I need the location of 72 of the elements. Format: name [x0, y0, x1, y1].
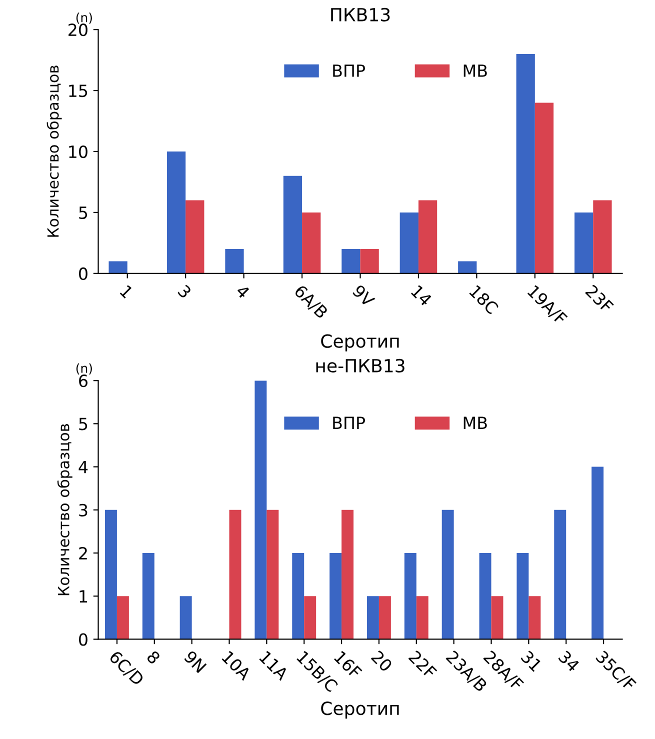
legend-label: МВ — [464, 64, 487, 77]
bar — [142, 553, 154, 640]
bar — [108, 261, 128, 274]
x-tick-label: 14 — [410, 284, 432, 306]
bar — [416, 596, 428, 640]
legend-label: ВПР — [333, 64, 365, 77]
x-tick-label: 34 — [558, 650, 580, 672]
y-tick-label: 15 — [69, 84, 88, 98]
chart-title: ПКВ13 — [331, 8, 390, 22]
legend-label: МВ — [464, 416, 487, 429]
text: (n) — [76, 12, 92, 24]
y-tick-label: 10 — [69, 145, 88, 158]
x-tick-label: 3 — [177, 284, 192, 299]
bar — [266, 510, 279, 640]
bar — [229, 510, 242, 640]
bar — [366, 596, 379, 640]
y-tick-label: 0 — [79, 267, 88, 280]
text: (n) — [76, 363, 92, 374]
chart-title: не-ПКВ13 — [316, 358, 404, 373]
bar — [400, 212, 418, 274]
bar — [554, 510, 566, 640]
bar — [442, 510, 454, 640]
x-tick-label: 8 — [146, 650, 161, 665]
bar — [418, 200, 438, 274]
bar — [104, 510, 117, 640]
x-tick-label: 1 — [120, 284, 134, 299]
y-tick-label: 3 — [79, 504, 88, 516]
x-tick-label: 4 — [235, 284, 250, 299]
x-tick-label: 20 — [370, 650, 393, 672]
bar — [254, 380, 267, 640]
x-tick-label: 9N — [183, 650, 207, 674]
bar — [342, 510, 354, 640]
bar — [592, 466, 604, 640]
bar — [516, 54, 535, 274]
bar — [304, 596, 316, 640]
x-tick-label: 22F — [408, 650, 438, 679]
y-tick-label: 1 — [80, 590, 87, 602]
bar — [479, 553, 492, 640]
y-tick-label: 6 — [79, 374, 88, 388]
bar — [180, 596, 192, 640]
bar — [166, 151, 186, 274]
legend-label: ВПР — [333, 416, 365, 429]
y-tick-label: 2 — [79, 546, 87, 560]
y-tick-label: 20 — [68, 24, 88, 36]
y-tick-label: 5 — [79, 418, 88, 430]
y-tick-label: 5 — [79, 206, 88, 220]
x-axis-title: Серотип — [321, 334, 399, 352]
bar — [283, 176, 302, 274]
x-tick-label: 23F — [584, 284, 614, 314]
y-tick-label: 4 — [78, 460, 88, 474]
bar — [574, 212, 594, 274]
y-tick-label: 0 — [79, 633, 88, 646]
bar — [292, 553, 304, 640]
y-axis-title: Количество образцов — [57, 424, 72, 596]
bar — [516, 553, 529, 640]
bar — [360, 249, 379, 274]
bar — [534, 102, 554, 274]
bar — [186, 200, 204, 274]
bar — [404, 553, 416, 640]
bar — [593, 200, 612, 274]
y-axis-title: Количество образцов — [46, 66, 62, 237]
bar — [225, 249, 244, 274]
bar — [378, 596, 391, 640]
bar — [458, 261, 477, 274]
x-axis-title: Серотип — [321, 702, 399, 719]
bar — [342, 249, 360, 274]
bar — [330, 553, 342, 640]
bar — [491, 596, 504, 640]
x-tick-label: 9V — [352, 284, 376, 308]
bar — [528, 596, 541, 640]
bar — [302, 212, 321, 274]
bar — [116, 596, 129, 640]
